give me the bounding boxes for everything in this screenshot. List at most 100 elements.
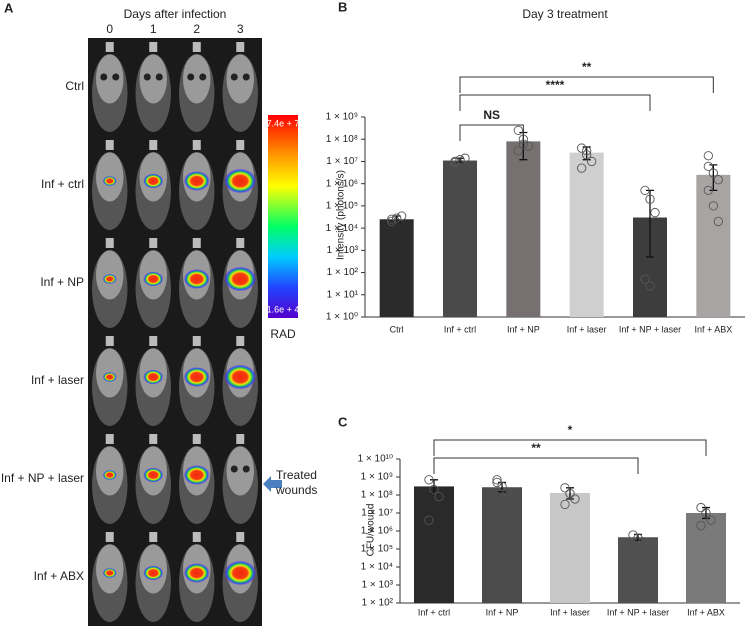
bar [569,152,604,317]
image-tag [149,140,158,150]
eye [187,73,195,81]
data-point [429,484,439,495]
image-tag [149,532,158,542]
signal [102,176,117,186]
mouse-head [139,54,167,104]
image-tag [236,336,245,346]
y-axis-label: Intensity (photons/s) [336,170,347,260]
data-point [640,274,650,284]
bar [443,160,477,317]
data-point [645,194,655,204]
colorbar-unit: RAD [270,327,296,341]
eye [155,73,163,81]
image-tag [149,336,158,346]
y-tick-label: 1 × 10¹ [327,289,359,300]
image-tag [192,238,201,248]
data-point [513,146,523,156]
x-tick-label: Inf + ABX [694,324,732,334]
y-tick-label: 1 × 10² [362,598,394,609]
x-tick-label: Inf + NP + laser [607,607,669,617]
bar [686,513,726,603]
signal [143,173,164,189]
data-point [696,520,706,531]
image-tag [236,42,245,52]
annotation: wounds [275,483,317,497]
data-point [460,153,470,163]
data-point [497,481,507,492]
row-label: Ctrl [65,79,84,93]
signal [183,367,210,387]
column-label: 1 [150,22,157,36]
data-point [703,151,713,161]
significance-label: ** [531,441,541,455]
data-point [645,281,655,291]
data-point [701,508,711,518]
panel-label: B [338,0,347,14]
signal [143,369,164,385]
column-label: 0 [106,22,113,36]
bar [482,487,522,603]
y-tick-label: 1 × 10⁸ [361,490,393,501]
image-tag [192,140,201,150]
row-label: Inf + ABX [34,569,84,583]
error-bar [646,189,654,258]
x-tick-label: Inf + NP [486,607,519,617]
eye [100,73,108,81]
x-tick-label: Inf + NP [507,324,540,334]
image-tag [149,238,158,248]
y-tick-label: 1 × 10² [327,267,359,278]
data-point [582,146,592,156]
y-tick-label: 1 × 10⁵ [361,544,393,555]
signal [143,271,164,287]
data-point [387,216,397,227]
image-tag [149,42,158,52]
data-point [570,494,580,504]
data-point [706,515,716,525]
data-point [713,216,723,227]
significance-label: **** [546,78,565,92]
image-tag [105,434,114,444]
data-point [560,499,570,510]
mouse-head [226,446,254,496]
y-axis-label: CFU/wound [366,504,377,557]
significance-label: * [568,423,573,437]
panel-a: A Days after infection 7.4e + 7 1.6e + 4… [4,0,317,626]
data-point [703,185,713,196]
image-tag [192,532,201,542]
colorbar [268,115,298,318]
bar [379,219,414,317]
panel-title: Days after infection [124,7,227,21]
mouse-head [96,54,124,104]
eye [242,73,250,81]
signal [143,565,164,581]
y-tick-label: 1 × 10⁹ [361,472,393,483]
eye [242,465,250,473]
data-point [397,211,407,221]
y-tick-label: 1 × 10⁴ [326,223,358,234]
data-point [708,201,718,211]
significance-bracket [459,76,714,93]
image-tag [105,238,114,248]
data-point [513,125,523,136]
image-tag [105,336,114,346]
image-tag [192,336,201,346]
data-point [713,175,723,185]
x-tick-label: Inf + laser [550,607,590,617]
data-point [392,213,402,223]
signal [102,470,117,480]
y-tick-label: 1 × 10⁹ [326,112,358,123]
bar [550,492,590,603]
signal [224,364,257,390]
y-tick-label: 1 × 10⁷ [326,156,358,167]
data-point [577,143,587,153]
mouse-head [183,54,211,104]
x-tick-label: Inf + ctrl [444,324,476,334]
signal [183,465,210,485]
data-point [424,515,434,525]
y-tick-label: 1 × 10⁶ [326,178,358,189]
eye [230,73,238,81]
image-strip [88,38,262,626]
colorbar-max: 7.4e + 7 [267,118,300,128]
data-point [582,150,592,160]
